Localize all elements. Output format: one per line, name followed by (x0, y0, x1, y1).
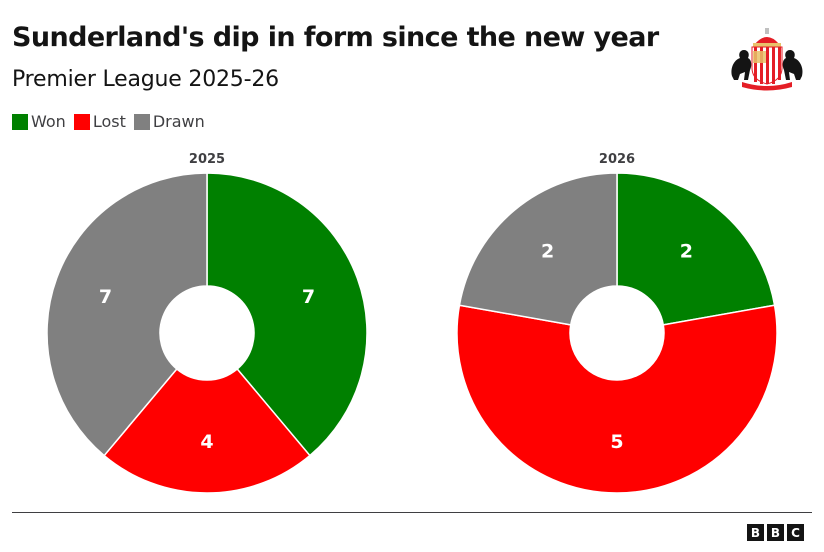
donut-charts: 7 4 7 2025 2 5 2 2026 (46, 152, 778, 494)
bbc-logo: B B C (747, 524, 804, 541)
slice-value-label: 5 (610, 431, 623, 453)
legend-item-won: Won (12, 112, 66, 131)
club-crest-icon (731, 28, 803, 91)
slice-value-label: 2 (541, 240, 554, 262)
chart-subtitle: Premier League 2025-26 (12, 67, 279, 92)
donut-slice-drawn (46, 172, 208, 457)
donut-slice-won (616, 172, 776, 326)
slice-value-label: 7 (302, 286, 315, 308)
donut-slice-won (206, 172, 368, 457)
legend-item-drawn: Drawn (133, 112, 205, 131)
chart-title: Sunderland's dip in form since the new y… (12, 22, 659, 53)
legend: Won Lost Drawn (12, 112, 213, 131)
legend-item-lost: Lost (73, 112, 126, 131)
donut-slice-lost (103, 367, 311, 494)
donut-slice-lost (456, 304, 778, 494)
bbc-logo-block: C (787, 524, 804, 541)
slice-value-label: 4 (200, 431, 213, 453)
legend-label-lost: Lost (92, 112, 126, 131)
legend-swatch-drawn (133, 113, 150, 130)
donut-chart-2025: 7 4 7 2025 (46, 152, 368, 494)
bbc-logo-block: B (747, 524, 764, 541)
legend-swatch-won (12, 113, 28, 130)
donut-slice-drawn (458, 172, 618, 326)
donut-chart-2026: 2 5 2 2026 (456, 152, 778, 494)
bbc-logo-block: B (767, 524, 784, 541)
donut-chart-title: 2025 (189, 152, 225, 167)
legend-swatch-lost (73, 113, 90, 130)
legend-label-won: Won (31, 112, 66, 131)
donut-chart-title: 2026 (599, 152, 635, 167)
baseline-divider (12, 512, 812, 513)
slice-value-label: 2 (680, 240, 693, 262)
slice-value-label: 7 (99, 286, 112, 308)
legend-label-drawn: Drawn (152, 112, 205, 131)
